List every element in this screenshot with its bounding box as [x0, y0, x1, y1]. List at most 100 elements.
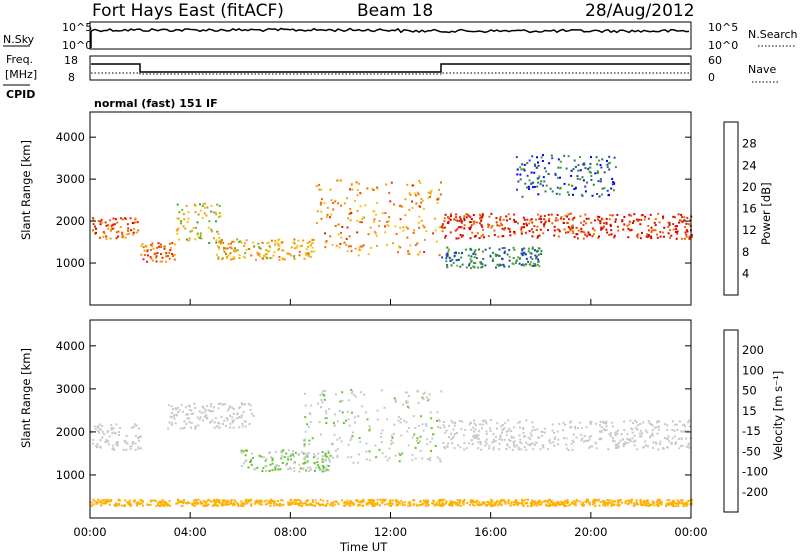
velocity-cell-3-45: [411, 436, 414, 439]
power-cell-4-32: [332, 202, 335, 204]
velocity-cell-3-91: [405, 391, 408, 394]
power-cell-4-196: [405, 226, 408, 229]
beam-title: Beam 18: [357, 1, 433, 21]
power-cell-5-57: [582, 230, 585, 233]
velocity-cell-3-188: [416, 439, 419, 442]
power-cell-7-70: [589, 171, 592, 174]
power-cell-6-132: [445, 255, 448, 257]
velocity-cell-4-252: [519, 420, 521, 423]
power-cell-5-223: [633, 213, 636, 216]
power-cell-0-48: [120, 217, 122, 220]
velocity-cell-5-884: [652, 502, 655, 505]
velocity-cell-0-10: [104, 441, 107, 444]
velocity-cell-4-188: [616, 446, 619, 449]
velocity-cell-1-31: [217, 421, 220, 424]
velocity-cell-5-671: [592, 503, 595, 506]
power-cell-5-65: [675, 228, 678, 231]
velocity-cell-5-296: [222, 504, 225, 507]
velocity-cell-4-303: [443, 446, 446, 448]
power-cell-3-14: [283, 258, 286, 261]
velocity-cell-3-209: [317, 402, 319, 405]
velocity-cell-5-133: [382, 500, 385, 503]
velocity-cell-5-621: [209, 500, 212, 503]
velocity-cell-4-329: [450, 419, 453, 422]
power-cell-6-110: [540, 250, 543, 253]
velocity-cell-2-99: [264, 459, 267, 462]
cpid-label: CPID: [6, 88, 35, 101]
velocity-cell-5-363: [555, 501, 558, 504]
power-cell-2-25: [181, 208, 184, 211]
power-cell-4-71: [357, 182, 360, 185]
power-cell-6-77: [470, 259, 473, 262]
velocity-cell-5-837: [260, 503, 263, 506]
velocity-cell-1-124: [249, 404, 252, 407]
velocity-cell-4-4: [478, 429, 481, 432]
velocity-cell-1-56: [236, 413, 239, 416]
velocity-cell-1-125: [235, 417, 238, 420]
velocity-cell-5-84: [546, 504, 549, 507]
power-cell-4-41: [418, 226, 421, 229]
velocity-cell-4-78: [681, 444, 684, 447]
velocity-cell-4-282: [450, 438, 453, 441]
power-cell-1-14: [166, 255, 169, 257]
power-cell-3-79: [255, 258, 257, 261]
power-cell-5-237: [567, 226, 570, 228]
velocity-cell-5-807: [653, 501, 656, 504]
power-cell-5-258: [535, 229, 538, 232]
velocity-cell-4-371: [508, 427, 511, 430]
velocity-cell-4-221: [622, 445, 625, 448]
velocity-cell-1-9: [170, 416, 173, 419]
velocity-cell-2-105: [327, 451, 330, 454]
power-cell-0-55: [102, 235, 105, 238]
power-cell-4-20: [407, 250, 410, 253]
power-cell-1-50: [163, 245, 166, 248]
velocity-cell-2-51: [305, 452, 308, 455]
velocity-cell-4-204: [663, 423, 666, 426]
velocity-cell-5-813: [497, 504, 500, 507]
velocity-cell-1-120: [167, 427, 170, 430]
power-cell-5-101: [658, 221, 661, 224]
power-cell-5-318: [551, 222, 554, 225]
velocity-cell-3-52: [303, 456, 306, 459]
velocity-cell-5-693: [573, 500, 576, 503]
velocity-cell-1-40: [183, 420, 186, 423]
power-cell-6-84: [515, 260, 518, 262]
power-cell-5-68: [585, 222, 588, 225]
power-cell-3-114: [257, 242, 260, 245]
velocity-cell-5-806: [195, 502, 197, 505]
velocity-cell-2-21: [324, 470, 327, 472]
velocity-cell-5-617: [574, 502, 577, 505]
power-cell-6-28: [535, 255, 538, 258]
power-cell-5-164: [481, 213, 484, 216]
velocity-cell-5-934: [366, 503, 369, 506]
power-cell-7-15: [543, 180, 546, 183]
velocity-cell-3-127: [332, 456, 334, 459]
velocity-cell-5-834: [361, 500, 364, 503]
power-cell-3-148: [221, 239, 223, 241]
velocity-cell-5-950: [333, 503, 336, 506]
colorbar-tick-4: 12: [742, 223, 757, 237]
velocity-cell-4-95: [631, 428, 634, 431]
power-cell-5-61: [567, 231, 570, 234]
power-cell-7-87: [557, 158, 560, 161]
velocity-cell-5-572: [197, 502, 200, 505]
velocity-cell-5-717: [445, 501, 448, 504]
velocity-cell-2-129: [261, 470, 264, 472]
power-cell-3-53: [252, 241, 255, 244]
velocity-cell-2-135: [283, 456, 286, 458]
power-cell-7-151: [584, 190, 587, 193]
velocity-cell-5-848: [330, 502, 333, 505]
power-cell-0-16: [100, 218, 103, 221]
velocity-cell-0-24: [101, 436, 104, 439]
velocity-cell-5-785: [548, 498, 551, 501]
power-cell-5-140: [672, 223, 675, 226]
velocity-cell-3-175: [422, 392, 425, 395]
velocity-cell-5-906: [359, 501, 362, 504]
velocity-cell-5-143: [651, 500, 654, 503]
velocity-cell-5-638: [647, 504, 650, 507]
power-cell-5-12: [457, 226, 460, 229]
velocity-cell-1-62: [190, 426, 192, 429]
velocity-cell-5-786: [531, 502, 534, 505]
power-cell-5-393: [480, 235, 483, 238]
power-cell-5-262: [487, 223, 489, 226]
